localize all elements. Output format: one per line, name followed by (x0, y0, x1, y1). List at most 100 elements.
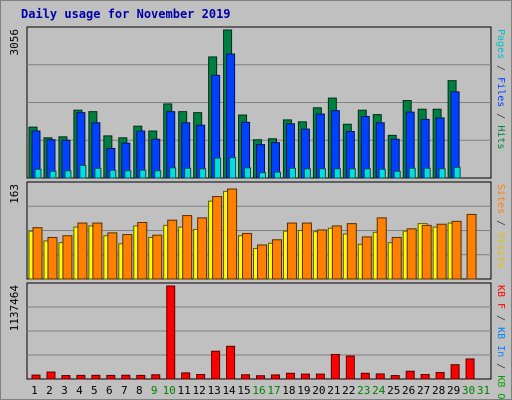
bar-sites-13 (212, 196, 223, 280)
bar-kb-f-20 (315, 373, 325, 380)
bar-pages-21 (333, 168, 341, 179)
x-tick-label: 6 (106, 384, 113, 397)
x-tick-label: 2 (46, 384, 53, 397)
bar-pages-4 (79, 164, 87, 179)
bar-kb-f-13 (211, 350, 221, 380)
bar-sites-28 (436, 223, 447, 280)
bar-sites-16 (257, 244, 268, 280)
bar-kb-f-28 (435, 371, 445, 380)
legend-kbytes: KB F / KB In / KB Out (495, 285, 506, 399)
bar-pages-1 (34, 168, 42, 179)
bar-sites-26 (406, 228, 417, 280)
bar-pages-10 (169, 167, 177, 179)
bar-pages-24 (378, 168, 386, 179)
bar-sites-20 (316, 229, 327, 280)
bar-sites-27 (421, 224, 432, 280)
bar-pages-25 (393, 170, 401, 179)
bar-pages-12 (199, 168, 207, 179)
bar-pages-7 (124, 170, 132, 179)
x-tick-label: 9 (151, 384, 158, 397)
x-tick-label: 19 (297, 384, 310, 397)
legend-entry: / (495, 59, 506, 77)
bar-pages-14 (229, 157, 237, 179)
x-tick-label: 25 (387, 384, 400, 397)
bar-pages-23 (363, 168, 371, 179)
bar-sites-5 (92, 222, 103, 280)
x-tick-label: 20 (312, 384, 325, 397)
bar-kb-f-11 (181, 372, 191, 380)
x-tick-label: 13 (207, 384, 220, 397)
bar-sites-3 (62, 235, 73, 280)
bar-pages-26 (408, 167, 416, 179)
bar-kb-f-7 (121, 374, 131, 380)
bar-sites-19 (301, 222, 312, 280)
bar-sites-25 (391, 236, 402, 280)
bar-sites-30 (466, 213, 477, 280)
legend-entry: Pages (495, 29, 506, 59)
x-tick-label: 3 (61, 384, 68, 397)
x-tick-label: 8 (136, 384, 143, 397)
bar-kb-f-5 (91, 374, 101, 380)
bar-kb-f-27 (420, 374, 430, 380)
bar-kb-f-2 (46, 371, 56, 380)
legend-visits-sites: Sites / Visits (495, 184, 506, 268)
x-tick-label: 15 (237, 384, 250, 397)
bar-kb-f-22 (345, 355, 355, 380)
bar-pages-29 (453, 166, 461, 179)
x-tick-label: 16 (252, 384, 265, 397)
legend-entry: / (495, 309, 506, 327)
x-tick-label: 22 (342, 384, 355, 397)
x-tick-label: 4 (76, 384, 83, 397)
x-tick-label: 12 (193, 384, 206, 397)
bar-pages-22 (348, 168, 356, 179)
bar-kb-f-1 (31, 374, 41, 380)
bar-sites-23 (361, 236, 372, 280)
x-tick-label: 5 (91, 384, 98, 397)
bar-kb-f-17 (270, 374, 280, 380)
legend-entry: KB Out (495, 375, 506, 399)
x-tick-label: 14 (222, 384, 236, 397)
x-tick-label: 30 (462, 384, 475, 397)
bar-pages-13 (214, 157, 222, 179)
legend-entry: KB In (495, 327, 506, 357)
bar-sites-14 (227, 188, 238, 280)
legend-entry: / (495, 107, 506, 125)
bar-sites-21 (331, 225, 342, 280)
bar-files-29 (450, 91, 460, 179)
bar-pages-8 (139, 169, 147, 179)
x-tick-label: 10 (163, 384, 176, 397)
bar-kb-f-6 (106, 374, 116, 380)
x-tick-label: 11 (178, 384, 191, 397)
legend-entry: / (495, 357, 506, 375)
bar-pages-5 (94, 167, 102, 179)
bar-pages-17 (273, 171, 281, 179)
bar-pages-15 (244, 167, 252, 179)
x-tick-label: 17 (267, 384, 280, 397)
x-tick-label: 21 (327, 384, 340, 397)
bar-pages-28 (438, 168, 446, 179)
bar-kb-f-30 (465, 358, 475, 380)
bar-kb-f-4 (76, 374, 86, 380)
x-tick-label: 26 (402, 384, 415, 397)
bar-pages-16 (259, 172, 267, 179)
bar-files-21 (330, 110, 340, 179)
bar-sites-11 (182, 215, 193, 280)
chart-title: Daily usage for November 2019 (21, 7, 231, 21)
bar-sites-29 (451, 220, 462, 280)
bar-kb-f-12 (196, 374, 206, 380)
bar-kb-f-14 (226, 345, 236, 380)
bar-kb-f-8 (136, 374, 146, 380)
bar-pages-19 (303, 168, 311, 179)
bar-kb-f-16 (256, 375, 266, 380)
bar-pages-6 (109, 169, 117, 179)
bar-pages-2 (49, 170, 57, 179)
bar-kb-f-19 (300, 373, 310, 380)
x-tick-label: 28 (432, 384, 445, 397)
bar-sites-17 (271, 239, 282, 280)
bar-pages-27 (423, 167, 431, 179)
bar-sites-4 (77, 222, 88, 280)
legend-entry: Files (495, 77, 506, 107)
ymax-label: 163 (8, 184, 21, 204)
legend-entry: Hits (495, 125, 506, 149)
